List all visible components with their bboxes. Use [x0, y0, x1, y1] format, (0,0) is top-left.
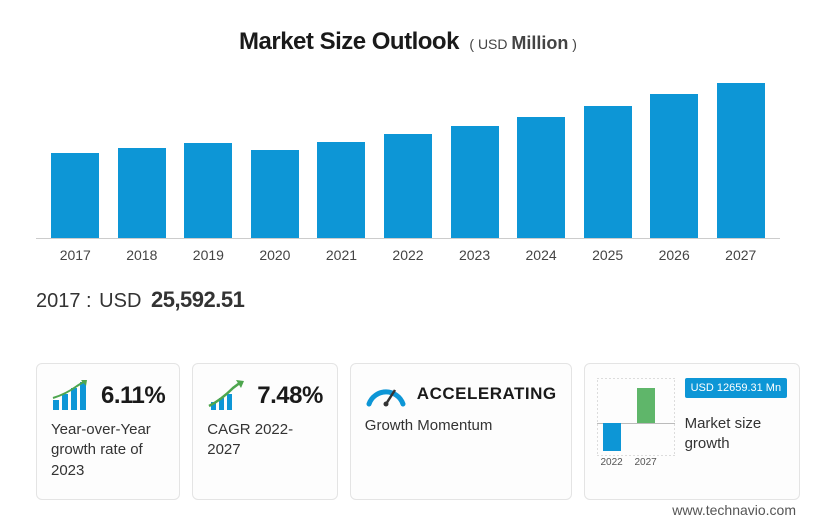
growth-arrow-icon	[207, 380, 247, 412]
bar-2027	[707, 74, 774, 238]
title-unit: ( USD Million )	[469, 36, 577, 52]
growth-bars-icon	[51, 380, 91, 412]
bar-2017	[42, 74, 109, 238]
xlabel: 2021	[308, 247, 375, 263]
xlabel: 2018	[109, 247, 176, 263]
x-axis-labels: 2017201820192020202120222023202420252026…	[36, 239, 780, 263]
bar-2021	[308, 74, 375, 238]
card-momentum: ACCELERATING Growth Momentum	[350, 363, 572, 500]
xlabel: 2022	[375, 247, 442, 263]
bar-2024	[508, 74, 575, 238]
footer-url: www.technavio.com	[672, 502, 796, 518]
mini-bar	[603, 423, 621, 451]
xlabel: 2020	[242, 247, 309, 263]
card-yoy: 6.11% Year-over-Year growth rate of 2023	[36, 363, 180, 500]
growth-label: Market size growth	[685, 414, 788, 455]
mini-bar-chart: 2022 2027	[597, 378, 675, 468]
xlabel: 2017	[42, 247, 109, 263]
chart-title: Market Size Outlook ( USD Million )	[32, 28, 784, 56]
xlabel: 2024	[508, 247, 575, 263]
yoy-value: 6.11%	[101, 382, 165, 410]
xlabel: 2025	[574, 247, 641, 263]
bar-2018	[109, 74, 176, 238]
bar-2019	[175, 74, 242, 238]
bar-chart	[36, 74, 780, 239]
mini-bar	[637, 388, 655, 423]
cagr-value: 7.48%	[257, 382, 323, 410]
cagr-label: CAGR 2022-2027	[207, 420, 323, 461]
momentum-value: ACCELERATING	[417, 384, 557, 404]
xlabel: 2027	[707, 247, 774, 263]
bar-2025	[574, 74, 641, 238]
xlabel: 2019	[175, 247, 242, 263]
figure-value: 25,592.51	[151, 287, 244, 312]
figure-line: 2017 : USD 25,592.51	[32, 287, 784, 313]
bar-2026	[641, 74, 708, 238]
xlabel: 2026	[641, 247, 708, 263]
yoy-label: Year-over-Year growth rate of 2023	[51, 420, 165, 481]
bar-2022	[375, 74, 442, 238]
xlabel: 2023	[441, 247, 508, 263]
bar-2020	[242, 74, 309, 238]
gauge-icon	[365, 380, 407, 408]
title-main: Market Size Outlook	[239, 28, 459, 55]
mini-label: 2022	[597, 457, 627, 468]
bar-2023	[441, 74, 508, 238]
growth-tag: USD 12659.31 Mn	[685, 378, 788, 398]
mini-label: 2027	[631, 457, 661, 468]
figure-currency: USD	[99, 290, 141, 312]
card-growth: 2022 2027 USD 12659.31 Mn Market size gro…	[584, 363, 801, 500]
stat-cards: 6.11% Year-over-Year growth rate of 2023…	[32, 363, 784, 500]
card-cagr: 7.48% CAGR 2022-2027	[192, 363, 338, 500]
momentum-label: Growth Momentum	[365, 416, 557, 436]
figure-year: 2017	[36, 290, 81, 312]
